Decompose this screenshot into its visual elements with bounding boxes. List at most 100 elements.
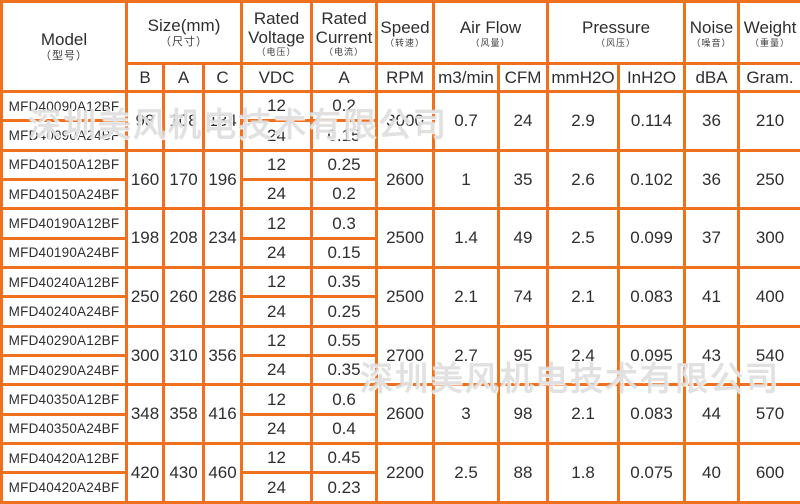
noise-cell: 40 [683,442,741,504]
table-row: MFD40290A24BF 24 0.35 [0,354,800,387]
model-cell: MFD40190A12BF [0,207,128,240]
table-row: MFD40240A24BF 24 0.25 [0,295,800,328]
weight-cell: 250 [737,148,800,211]
model-header-label: Model [40,30,88,49]
noise-cell: 36 [683,148,741,211]
voltage-cell: 24 [240,471,314,504]
weight-header: Weight （重量） [737,0,800,65]
model-cell: MFD40350A12BF [0,383,128,416]
weight-header-zh: （重量） [750,37,791,48]
voltage-cell: 24 [240,119,314,152]
model-header: Model （型号） [0,0,128,93]
rpm-unit-header: RPM [375,62,436,93]
airflow-header-zh: （风量） [470,37,511,48]
voltage-cell: 12 [240,383,314,416]
weight-cell: 210 [737,90,800,152]
size-c-cell: 356 [201,324,244,387]
pressure-inh2o-cell: 0.095 [617,324,687,387]
size-c-header: C [201,62,244,93]
pressure-mmh2o-cell: 2.9 [546,90,621,152]
noise-header: Noise （噪音） [683,0,741,65]
size-a-cell: 170 [162,148,205,211]
current-cell: 0.6 [310,383,379,416]
weight-cell: 570 [737,383,800,446]
speed-cell: 3000 [375,90,436,152]
current-header-line1: Rated [321,8,367,28]
model-cell: MFD40240A24BF [0,295,128,328]
speed-cell: 2600 [375,383,436,446]
size-b-cell: 198 [125,207,165,270]
table-row: MFD40420A12BF 420 430 460 12 0.45 2200 2.5 88 1.8… [0,442,800,504]
current-cell: 0.3 [310,207,379,240]
pressure-mmh2o-cell: 2.1 [546,266,621,328]
current-header-line2: Current [315,27,373,47]
model-cell: MFD40150A12BF [0,148,128,182]
current-cell: 0.2 [310,178,379,211]
airflow-cfm-cell: 74 [497,266,550,328]
noise-header-label: Noise [689,17,734,37]
current-cell: 0.45 [310,442,379,475]
model-cell: MFD40420A12BF [0,442,128,475]
table-row: MFD40190A12BF 198 208 234 12 0.3 2500 1.4 49 2.5 0… [0,207,800,270]
noise-cell: 44 [683,383,741,446]
pressure-header-label: Pressure [582,17,651,37]
speed-header-label: Speed [380,17,430,37]
size-header-label: Size(mm) [147,16,221,35]
table-row: MFD40090A12BF 98 108 134 12 0.2 3000 0.7 24 2.9 0.… [0,89,800,152]
size-b-header: B [125,62,165,93]
table-row: MFD40190A24BF 24 0.15 [0,236,800,270]
airflow-cfm-cell: 95 [497,324,550,387]
pressure-inh2o-cell: 0.083 [617,383,687,446]
airflow-m3min-cell: 2.7 [432,324,501,387]
model-cell: MFD40420A24BF [0,471,128,504]
table-row: MFD40240A12BF 250 260 286 12 0.35 2500 2.1 74 2.1… [0,266,800,328]
size-b-cell: 160 [125,148,165,211]
inh2o-unit-header: InH2O [617,62,687,93]
voltage-cell: 24 [240,178,314,211]
pressure-mmh2o-cell: 2.1 [546,383,621,446]
model-cell: MFD40240A12BF [0,266,128,299]
pressure-mmh2o-cell: 1.8 [546,442,621,504]
voltage-cell: 24 [240,295,314,328]
size-header-zh: （尺寸） [160,36,208,48]
table-row: MFD40350A24BF 24 0.4 [0,412,800,446]
pressure-header: Pressure （风压） [546,0,687,65]
speed-header-zh: （转速） [385,37,426,48]
noise-cell: 36 [683,90,741,152]
dba-unit-header: dBA [683,62,741,93]
size-c-cell: 286 [201,266,244,328]
airflow-cfm-cell: 49 [497,207,550,270]
voltage-cell: 24 [240,354,314,387]
pressure-header-zh: （风压） [596,37,637,48]
current-cell: 0.25 [310,295,379,328]
current-cell: 0.15 [310,236,379,270]
airflow-m3min-cell: 0.7 [432,90,501,152]
model-cell: MFD40290A12BF [0,324,128,358]
airflow-m3min-cell: 1 [432,148,501,211]
m3min-unit-header: m3/min [432,62,501,93]
table-row: MFD40290A12BF 300 310 356 12 0.55 2700 2.7 95 2.4… [0,324,800,387]
size-a-cell: 310 [162,324,205,387]
noise-cell: 37 [683,207,741,270]
current-cell: 0.2 [310,89,379,123]
airflow-cfm-cell: 35 [497,148,550,211]
table-row: MFD40420A24BF 24 0.23 [0,471,800,504]
airflow-cfm-cell: 98 [497,383,550,446]
pressure-inh2o-cell: 0.075 [617,442,687,504]
size-c-cell: 460 [201,442,244,504]
voltage-cell: 12 [240,324,314,358]
speed-cell: 2600 [375,148,436,211]
size-b-cell: 300 [125,324,165,387]
voltage-cell: 24 [240,236,314,270]
airflow-header: Air Flow （风量） [432,0,550,65]
weight-cell: 400 [737,266,800,328]
size-header: Size(mm) （尺寸） [124,0,244,65]
current-header-zh: （电流） [324,46,365,57]
vdc-unit-header: VDC [240,62,314,93]
weight-cell: 600 [737,442,800,504]
table-row: MFD40150A24BF 24 0.2 [0,178,800,211]
speed-header: Speed （转速） [375,0,436,65]
header-row-main: Model （型号） Size(mm) （尺寸） Rated Voltage （… [0,0,800,93]
amp-unit-header: A [310,62,379,93]
